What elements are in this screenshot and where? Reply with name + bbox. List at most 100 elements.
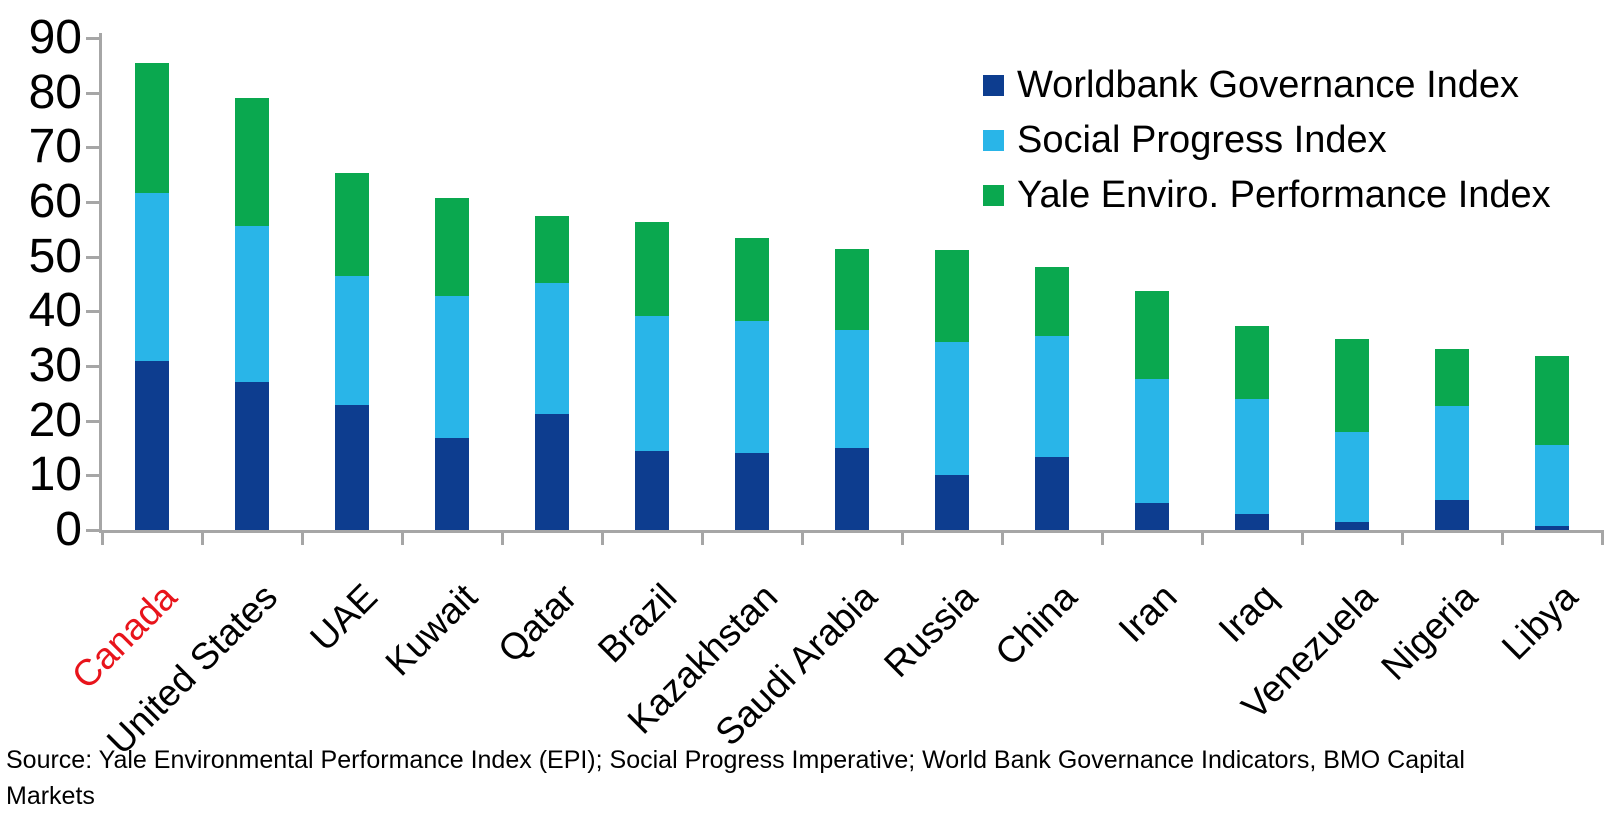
x-tick-mark: [1601, 530, 1604, 545]
legend: Worldbank Governance Index Social Progre…: [983, 58, 1551, 223]
bar-segment-qatar: [535, 216, 569, 284]
y-tick-mark: [86, 474, 102, 478]
y-tick-label: 70: [28, 120, 82, 174]
bar-segment-venezuela: [1335, 338, 1369, 432]
x-tick-mark: [1001, 530, 1004, 545]
x-axis-label-iraq: Iraq: [1210, 576, 1285, 651]
y-tick-label: 50: [28, 229, 82, 283]
legend-item-yale-enviro-performance-index: Yale Enviro. Performance Index: [983, 168, 1551, 223]
x-tick-mark: [1201, 530, 1204, 545]
y-tick-label: 0: [55, 503, 82, 556]
x-tick-mark: [101, 530, 104, 545]
bar-segment-libya: [1535, 525, 1569, 530]
bar-segment-libya: [1535, 445, 1569, 526]
bar-segment-canada: [135, 63, 169, 194]
bar-segment-china: [1035, 266, 1069, 337]
x-tick-mark: [701, 530, 704, 545]
legend-item-social-progress-index: Social Progress Index: [983, 113, 1551, 168]
x-tick-mark: [1501, 530, 1504, 545]
bar-segment-libya: [1535, 356, 1569, 446]
y-axis-line: [99, 33, 102, 533]
bar-segment-kuwait: [435, 198, 469, 297]
x-axis-line: [99, 530, 1602, 533]
y-tick-mark: [86, 365, 102, 368]
bar-segment-iraq: [1235, 399, 1269, 515]
bar-segment-canada: [135, 360, 169, 530]
y-tick-mark: [86, 310, 102, 314]
x-tick-mark: [1101, 530, 1104, 545]
bar-segment-russia: [935, 475, 969, 530]
y-tick-label: 30: [28, 339, 82, 392]
x-tick-mark: [901, 530, 904, 545]
y-tick-label: 90: [28, 11, 82, 64]
legend-swatch-green: [983, 185, 1004, 206]
bar-segment-united-states: [235, 98, 269, 227]
bar-segment-russia: [935, 250, 969, 343]
y-tick-label: 60: [28, 175, 82, 228]
x-tick-mark: [801, 530, 804, 545]
x-axis-label-brazil: Brazil: [590, 576, 685, 671]
bar-segment-canada: [135, 193, 169, 361]
x-axis-label-nigeria: Nigeria: [1373, 576, 1485, 688]
x-tick-mark: [601, 530, 604, 545]
bar-segment-russia: [935, 342, 969, 476]
y-tick-mark: [86, 419, 102, 423]
legend-swatch-navy: [983, 75, 1004, 96]
x-tick-mark: [201, 530, 204, 545]
y-tick-label: 20: [28, 393, 82, 447]
y-tick-mark: [86, 201, 102, 204]
bar-segment-saudi-arabia: [835, 330, 869, 448]
bar-segment-nigeria: [1435, 348, 1469, 406]
legend-label: Social Progress Index: [1017, 119, 1387, 161]
bar-segment-qatar: [535, 283, 569, 414]
bar-segment-venezuela: [1335, 521, 1369, 530]
x-axis-label-libya: Libya: [1493, 576, 1585, 668]
bar-segment-kazakhstan: [735, 237, 769, 321]
bar-segment-brazil: [635, 222, 669, 317]
bar-segment-united-states: [235, 226, 269, 383]
x-tick-mark: [301, 530, 304, 545]
x-tick-mark: [1301, 530, 1304, 545]
bar-segment-saudi-arabia: [835, 448, 869, 530]
bar-segment-china: [1035, 336, 1069, 457]
bar-segment-uae: [335, 276, 369, 405]
bar-segment-kazakhstan: [735, 320, 769, 454]
legend-label: Worldbank Governance Index: [1017, 64, 1520, 106]
bar-segment-iran: [1135, 290, 1169, 379]
bar-segment-uae: [335, 173, 369, 277]
bar-segment-kazakhstan: [735, 453, 769, 530]
x-tick-mark: [501, 530, 504, 545]
legend-label: Yale Enviro. Performance Index: [1017, 174, 1551, 216]
bar-segment-iraq: [1235, 325, 1269, 400]
y-tick-mark: [86, 146, 102, 150]
y-tick-label: 80: [28, 65, 82, 119]
x-axis-label-china: China: [987, 576, 1085, 674]
bar-segment-united-states: [235, 382, 269, 530]
source-note: Source: Yale Environmental Performance I…: [6, 746, 1465, 810]
bar-segment-china: [1035, 456, 1069, 530]
bar-segment-kuwait: [435, 296, 469, 438]
x-axis-label-uae: UAE: [302, 576, 385, 659]
bar-segment-iran: [1135, 378, 1169, 504]
y-tick-mark: [86, 529, 102, 532]
bar-segment-venezuela: [1335, 431, 1369, 522]
x-axis-label-iran: Iran: [1110, 576, 1185, 651]
bar-segment-iran: [1135, 503, 1169, 530]
y-tick-mark: [86, 255, 102, 259]
x-axis-label-qatar: Qatar: [490, 576, 585, 671]
y-tick-mark: [86, 91, 102, 95]
legend-item-worldbank-governance-index: Worldbank Governance Index: [983, 58, 1551, 113]
x-tick-mark: [401, 530, 404, 545]
bar-segment-brazil: [635, 316, 669, 451]
y-tick-mark: [86, 37, 102, 40]
legend-swatch-lightblue: [983, 130, 1004, 151]
bar-segment-brazil: [635, 450, 669, 530]
bar-segment-kuwait: [435, 437, 469, 530]
y-tick-label: 40: [28, 284, 82, 338]
bar-segment-saudi-arabia: [835, 249, 869, 331]
x-axis-label-russia: Russia: [876, 576, 985, 685]
bar-segment-nigeria: [1435, 405, 1469, 500]
bar-segment-iraq: [1235, 514, 1269, 530]
x-tick-mark: [1401, 530, 1404, 545]
